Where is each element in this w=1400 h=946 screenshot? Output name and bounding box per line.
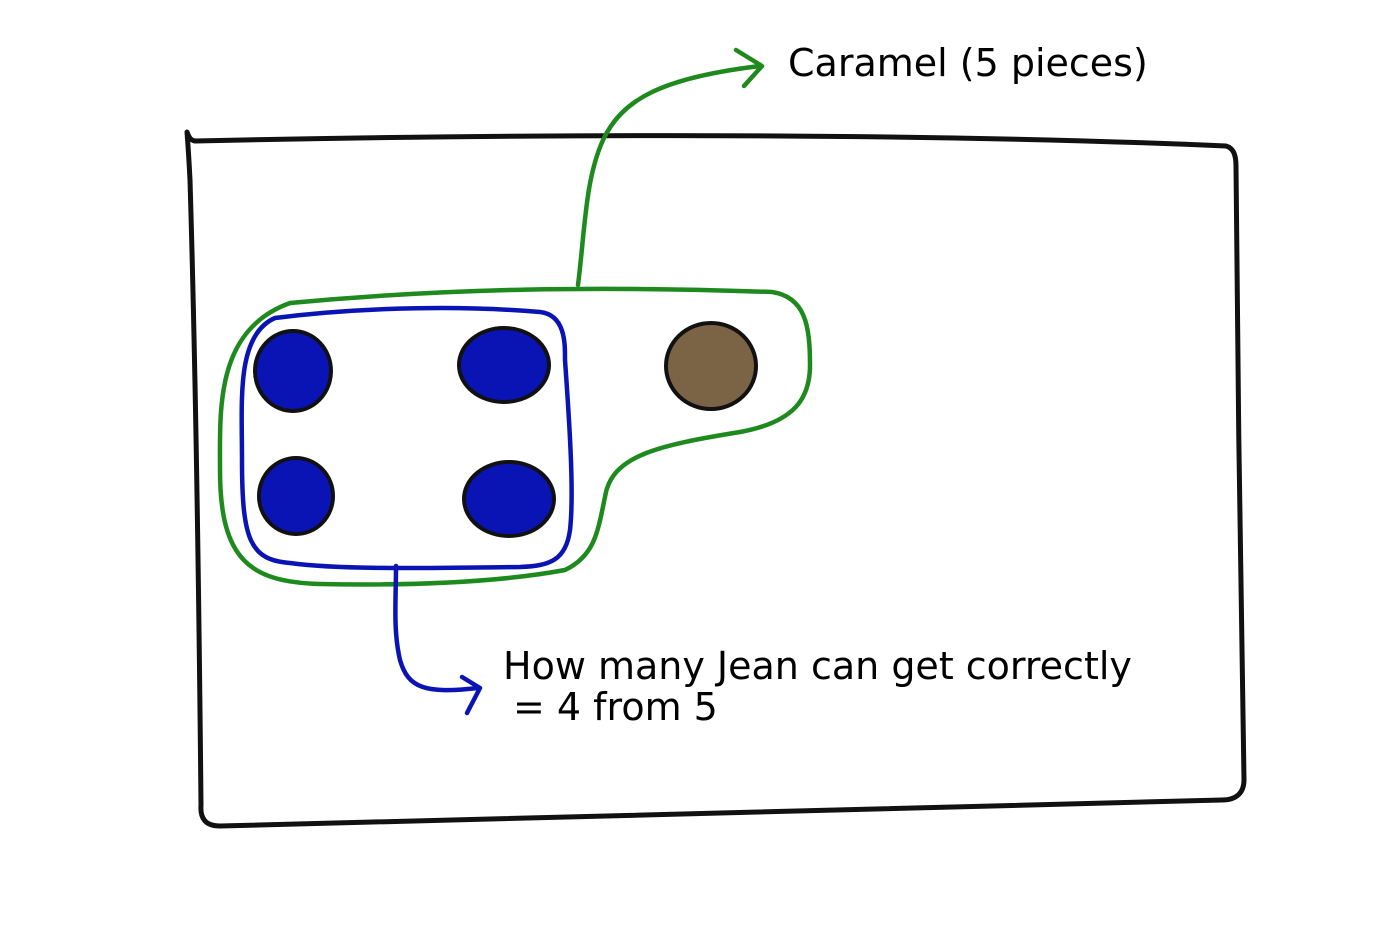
green-arrowhead-icon	[733, 47, 765, 89]
caramel-piece-blue	[457, 326, 551, 404]
jean-count-label-line1: How many Jean can get correctly	[503, 644, 1132, 688]
blue-arrowhead-icon	[459, 674, 483, 716]
jean-count-label-line2: = 4 from 5	[513, 685, 718, 729]
blue-arrow-icon	[393, 563, 481, 693]
green-arrow-icon	[575, 63, 763, 288]
caramel-piece-brown	[664, 321, 758, 411]
jean-subset-outline	[239, 305, 574, 571]
caramel-piece-blue	[253, 329, 333, 413]
outer-frame	[184, 129, 1247, 829]
caramel-group-outline	[217, 286, 813, 587]
caramel-piece-blue	[257, 456, 335, 536]
caramel-piece-blue	[462, 460, 556, 538]
caramel-label: Caramel (5 pieces)	[788, 41, 1148, 85]
